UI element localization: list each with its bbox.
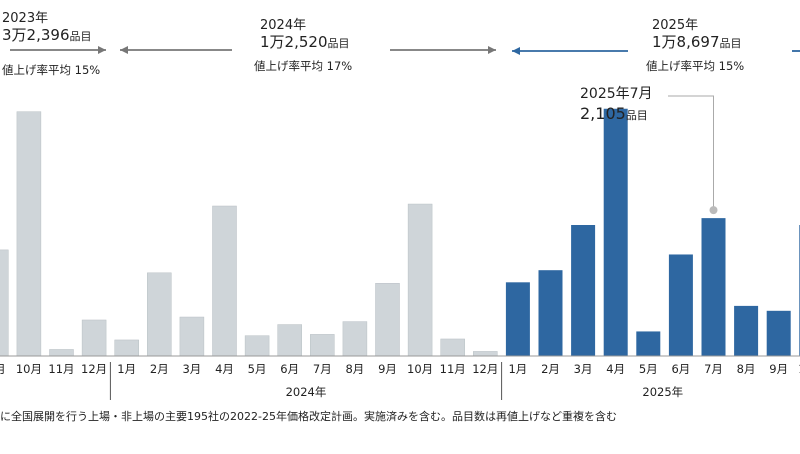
callout-unit: 品目	[625, 109, 648, 122]
period-2023-rate-value: 15%	[74, 63, 101, 77]
period-2023-count: 3万2,396	[2, 26, 70, 44]
tick-label-2024-12: 8月	[345, 362, 364, 376]
tick-label-2023-2: 10月	[16, 362, 42, 376]
tick-label-2025-18: 2月	[541, 362, 560, 376]
bar-2024-10	[277, 324, 302, 357]
bar-2025-25	[766, 310, 791, 356]
period-2025-unit: 品目	[719, 37, 742, 50]
bar-2024-7	[179, 316, 205, 357]
tick-label-2023-3: 11月	[48, 362, 74, 376]
bar-2025-21	[636, 331, 661, 356]
period-2023-year: 2023年	[2, 11, 49, 26]
bar-2025-24	[734, 305, 759, 356]
callout-dot	[709, 206, 718, 215]
callout-count: 2,105	[580, 104, 626, 123]
arrow-2024-right-head	[488, 46, 496, 54]
year-label-2025: 2025年	[642, 385, 683, 399]
bar-2023-4	[81, 319, 107, 357]
bar-2025-19	[571, 225, 596, 356]
tick-label-2024-16: 12月	[472, 362, 498, 376]
tick-label-2025-20: 4月	[606, 362, 625, 376]
year-label-2024: 2024年	[286, 385, 327, 399]
bar-2024-15	[440, 338, 465, 357]
bar-2024-6	[147, 272, 172, 357]
period-2024-rate-value: 17%	[326, 59, 353, 73]
period-2023-header: 2023年 3万2,396品目	[2, 10, 92, 45]
tick-label-2025-17: 1月	[508, 362, 527, 376]
tick-label-2025-22: 6月	[671, 362, 690, 376]
bar-2025-20	[603, 108, 628, 356]
bar-2023-1	[0, 249, 9, 357]
arrow-2025-left-head	[512, 47, 520, 55]
bar-2024-16	[473, 351, 498, 357]
period-2024-count: 1万2,520	[260, 33, 328, 51]
callout-leader	[668, 95, 714, 211]
arrow-2023-right-head	[98, 46, 106, 54]
period-2024-header: 2024年 1万2,520品目	[260, 17, 350, 52]
period-2024-rate-label: 値上げ率平均	[254, 59, 323, 73]
bar-2023-2	[16, 111, 42, 357]
period-2023-rate: 値上げ率平均 15%	[2, 62, 100, 78]
tick-label-2024-13: 9月	[378, 362, 397, 376]
tick-label-2025-19: 3月	[574, 362, 593, 376]
tick-label-2024-5: 1月	[117, 362, 136, 376]
tick-label-2024-11: 7月	[313, 362, 332, 376]
tick-label-2024-10: 6月	[280, 362, 299, 376]
bar-2024-14	[407, 203, 433, 357]
bar-2024-12	[342, 321, 368, 357]
footnote: に全国展開を行う上場・非上場の主要195社の2022-25年価格改定計画。実施済…	[0, 410, 617, 423]
bar-2025-22	[668, 254, 693, 356]
period-2024-rate: 値上げ率平均 17%	[254, 58, 352, 74]
tick-label-2024-15: 11月	[440, 362, 466, 376]
period-2023-unit: 品目	[69, 30, 92, 43]
period-2025-rate-label: 値上げ率平均	[646, 59, 715, 73]
tick-label-2025-21: 5月	[639, 362, 658, 376]
tick-label-2023-1: 9月	[0, 362, 6, 376]
period-2025-count: 1万8,697	[652, 33, 720, 51]
bar-2024-11	[310, 334, 335, 357]
bar-2023-3	[49, 349, 74, 357]
tick-label-2024-9: 5月	[248, 362, 267, 376]
bar-2024-8	[212, 205, 237, 357]
period-2023-rate-label: 値上げ率平均	[2, 63, 71, 77]
tick-label-2024-14: 10月	[407, 362, 433, 376]
bar-2025-23	[701, 218, 726, 356]
arrow-2024-left-head	[120, 46, 128, 54]
tick-label-2025-25: 9月	[769, 362, 788, 376]
period-2024-unit: 品目	[327, 37, 350, 50]
callout-count-line: 2,105品目	[580, 104, 648, 123]
bar-2025-17	[505, 282, 530, 356]
period-2024-year: 2024年	[260, 18, 307, 33]
tick-label-2024-8: 4月	[215, 362, 234, 376]
period-2025-rate: 値上げ率平均 15%	[646, 58, 744, 74]
tick-label-2024-6: 2月	[150, 362, 169, 376]
tick-label-2023-4: 12月	[81, 362, 107, 376]
period-2025-rate-value: 15%	[718, 59, 745, 73]
tick-label-2025-24: 8月	[737, 362, 756, 376]
bar-2025-18	[538, 270, 563, 356]
period-2025-year: 2025年	[652, 18, 699, 33]
tick-label-2025-26: 10月	[798, 362, 800, 376]
tick-label-2025-23: 7月	[704, 362, 723, 376]
bar-2024-9	[244, 335, 270, 357]
bar-2024-13	[375, 283, 400, 357]
callout-month: 2025年7月	[580, 86, 653, 102]
period-2025-header: 2025年 1万8,697品目	[652, 17, 742, 52]
tick-label-2024-7: 3月	[182, 362, 201, 376]
bar-2024-5	[114, 339, 139, 357]
